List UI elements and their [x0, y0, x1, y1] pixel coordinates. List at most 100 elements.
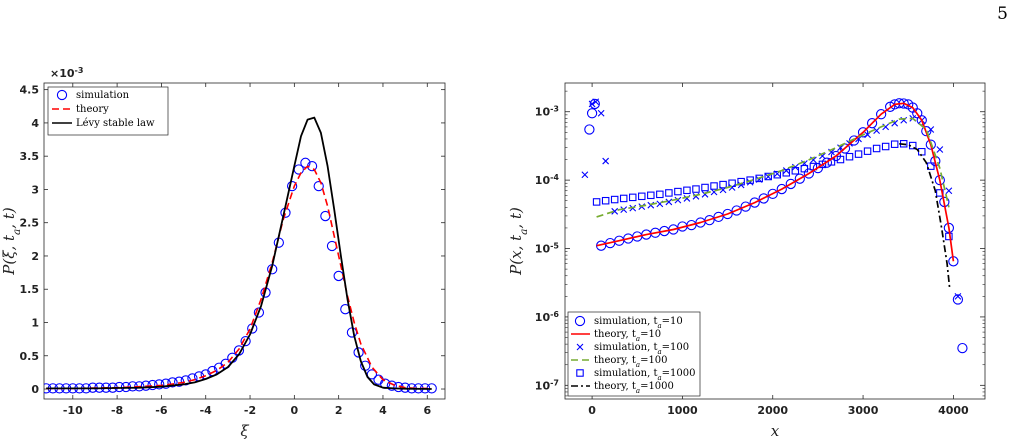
- data-point: [800, 164, 809, 173]
- data-point: [674, 196, 682, 204]
- plot-frame: [43, 82, 446, 400]
- legend: simulation theory Lévy stable law: [47, 86, 169, 136]
- data-point: [873, 127, 881, 134]
- x-tick-label: -2: [244, 404, 256, 417]
- legend-label-text: simulation, t: [594, 342, 657, 353]
- data-point: [240, 335, 251, 347]
- data-point: [863, 147, 872, 155]
- data-point: [740, 201, 751, 212]
- data-point: [794, 173, 805, 184]
- plot-area: [581, 98, 968, 354]
- data-point: [764, 172, 772, 181]
- data-point: [602, 157, 610, 165]
- data-point: [683, 186, 691, 195]
- legend-marker: [576, 343, 584, 351]
- data-point: [386, 380, 397, 391]
- data-point: [710, 182, 718, 190]
- x-tick-label: -6: [155, 404, 168, 417]
- data-point: [785, 178, 796, 190]
- y-tick-label: 1.5: [20, 283, 40, 296]
- data-point: [665, 189, 673, 197]
- data-point: [592, 198, 601, 206]
- data-point: [767, 188, 778, 200]
- data-point: [601, 196, 610, 205]
- data-point: [927, 126, 935, 133]
- y-tick-label: 0.5: [20, 350, 40, 363]
- data-point: [857, 127, 869, 138]
- legend-label: theory: [76, 104, 109, 115]
- data-point: [588, 100, 596, 108]
- x-tick-label: 3000: [848, 404, 879, 417]
- data-point: [154, 379, 165, 390]
- data-point: [584, 124, 595, 135]
- data-point: [704, 214, 715, 226]
- data-point: [581, 171, 589, 179]
- x-tick-label: 1000: [667, 404, 698, 417]
- data-point: [866, 118, 878, 129]
- legend-label: theory, ta=10: [594, 329, 661, 343]
- legend-marker: [574, 315, 586, 327]
- data-point: [674, 187, 682, 196]
- data-point: [313, 180, 324, 192]
- data-point: [890, 140, 899, 148]
- data-point: [373, 374, 384, 385]
- data-point: [353, 347, 364, 358]
- y-axis-label: P(x, ta, t): [507, 207, 530, 276]
- legend-marker: [576, 369, 584, 377]
- data-point: [854, 150, 863, 158]
- x-tick-label: 4000: [938, 404, 969, 417]
- y-tick-label: 4.5: [20, 84, 40, 97]
- series-solid-1: [596, 102, 955, 262]
- data-point: [333, 270, 344, 282]
- data-point: [592, 98, 600, 106]
- legend-box: [567, 311, 701, 397]
- data-point: [921, 126, 932, 137]
- data-point: [881, 142, 890, 151]
- data-point: [167, 377, 178, 388]
- x-axis-label: x: [771, 422, 780, 440]
- data-point: [818, 160, 827, 169]
- data-point: [647, 191, 655, 200]
- data-point: [665, 198, 673, 206]
- data-point: [701, 183, 709, 192]
- data-point: [803, 168, 815, 179]
- data-point: [872, 144, 881, 153]
- data-point: [586, 108, 598, 119]
- data-point: [782, 167, 790, 174]
- data-point: [610, 195, 619, 204]
- x-tick-label: -8: [111, 404, 123, 417]
- series-dashed-3: [596, 117, 950, 218]
- x-tick-label: 4: [379, 404, 387, 417]
- legend-label: simulation, ta=10: [594, 316, 683, 330]
- legend-label-text: simulation, t: [594, 316, 657, 327]
- data-point: [737, 177, 745, 186]
- data-point: [692, 185, 700, 193]
- y-axis-multiplier: ×10-3: [50, 66, 83, 81]
- legend-box: [47, 86, 169, 136]
- data-point: [773, 170, 782, 179]
- x-axis-label: ξ: [240, 422, 249, 440]
- data-point: [821, 157, 833, 168]
- y-tick-label: 3: [31, 183, 39, 196]
- plot-frame: [564, 82, 986, 400]
- y-tick-label: 1: [31, 316, 39, 329]
- y-tick-label: 0: [31, 383, 39, 396]
- data-point: [791, 167, 800, 175]
- data-point: [918, 147, 926, 156]
- y-tick-label: 2: [31, 250, 39, 263]
- y-axis-label: P(ξ, ta, t): [0, 207, 23, 276]
- series-line: [596, 117, 950, 218]
- data-point: [749, 197, 760, 208]
- data-point: [925, 139, 936, 150]
- y-tick-label: 2.5: [20, 217, 40, 230]
- x-tick-label: -10: [63, 404, 83, 417]
- chart-left-xi-distribution: -10 -8 -6 -4 -2 0 2 4 6 0 0.5 1 1.5 2 2.5 3 3.5 4 4.5 ×10-3…: [0, 66, 446, 440]
- legend-label-text: theory, t: [594, 355, 636, 366]
- series-circles-0: [44, 157, 437, 394]
- data-point: [746, 176, 754, 184]
- data-point: [611, 207, 619, 215]
- legend-label: theory, ta=1000: [594, 381, 674, 395]
- legend-label: simulation: [76, 90, 130, 101]
